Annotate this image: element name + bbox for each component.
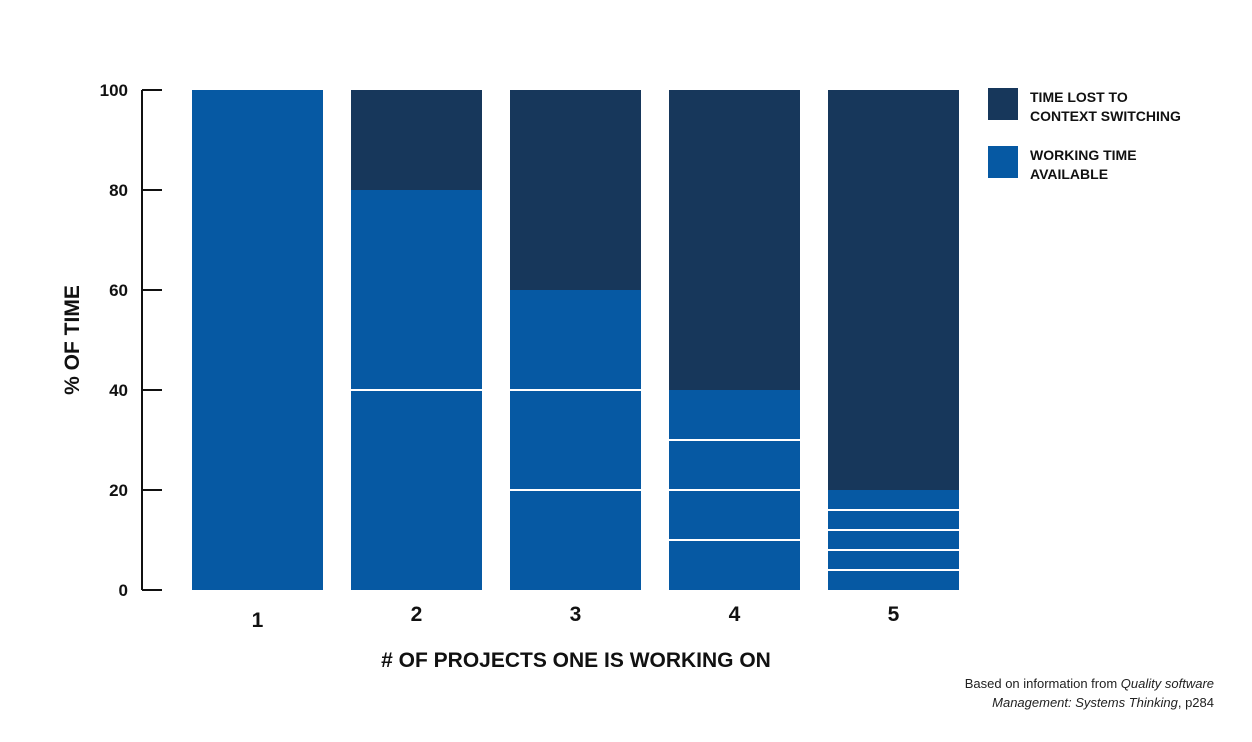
- y-tick-label: 40: [109, 381, 128, 400]
- legend-label-working-time: WORKING TIME AVAILABLE: [1030, 147, 1137, 182]
- bar-time-lost-5: [828, 90, 959, 490]
- y-tick-label: 80: [109, 181, 128, 200]
- legend-label-time-lost: TIME LOST TO CONTEXT SWITCHING: [1030, 89, 1181, 124]
- legend-swatch-time-lost: [988, 88, 1018, 120]
- y-tick-label: 60: [109, 281, 128, 300]
- source-title-line1: Quality software: [1120, 676, 1214, 691]
- bar-time-lost-4: [669, 90, 800, 390]
- bar-working-time-5: [828, 490, 959, 590]
- x-category-label: 4: [729, 603, 741, 626]
- x-category-labels: 1 2 3 4 5: [252, 603, 900, 632]
- source-prefix: Based on information from: [964, 676, 1121, 691]
- source-note: Based on information from Quality softwa…: [965, 674, 1214, 712]
- x-axis-title: # OF PROJECTS ONE IS WORKING ON: [381, 649, 771, 672]
- y-tick-labels: 0 20 40 60 80 100: [100, 81, 128, 600]
- x-category-label: 5: [888, 603, 900, 626]
- source-suffix: , p284: [1177, 695, 1214, 710]
- bar-working-time-3: [510, 290, 641, 590]
- y-axis-title: % OF TIME: [61, 285, 84, 395]
- source-title-line2: Management: Systems Thinking: [992, 695, 1178, 710]
- bar-working-time-1: [192, 90, 323, 590]
- x-category-label: 1: [252, 609, 264, 632]
- legend-item-working-time: WORKING TIME AVAILABLE: [988, 146, 1205, 184]
- y-tick-label: 0: [119, 581, 128, 600]
- bar-time-lost-2: [351, 90, 482, 190]
- bars-layer: [192, 90, 959, 590]
- y-axis: [141, 89, 162, 591]
- y-tick-label: 100: [100, 81, 128, 100]
- bar-time-lost-3: [510, 90, 641, 290]
- y-tick-label: 20: [109, 481, 128, 500]
- x-category-label: 2: [411, 603, 423, 626]
- legend-item-time-lost: TIME LOST TO CONTEXT SWITCHING: [988, 88, 1205, 126]
- legend-swatch-working-time: [988, 146, 1018, 178]
- x-category-label: 3: [570, 603, 582, 626]
- legend: TIME LOST TO CONTEXT SWITCHING WORKING T…: [988, 88, 1205, 204]
